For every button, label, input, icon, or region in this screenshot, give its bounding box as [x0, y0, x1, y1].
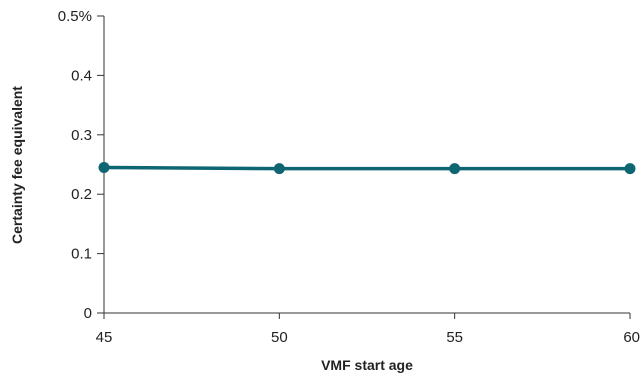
series-line: [102, 165, 632, 171]
data-point: [273, 163, 285, 175]
data-point: [449, 163, 461, 175]
x-axis-title: VMF start age: [321, 357, 413, 373]
x-axis: 45 50 55 60: [96, 312, 640, 346]
y-tick-label: 0.4: [71, 67, 92, 84]
y-tick-label: 0: [84, 305, 92, 322]
x-tick-label: 45: [96, 329, 113, 346]
data-point: [98, 161, 110, 173]
y-tick-label: 0.5%: [58, 8, 92, 25]
y-ticks: 0 0.1 0.2 0.3 0.4 0.5%: [58, 8, 104, 322]
x-tick-label: 60: [623, 329, 640, 346]
x-ticks: 45 50 55 60: [96, 313, 640, 346]
x-tick-label: 50: [271, 329, 288, 346]
series-layer: [98, 161, 636, 175]
y-tick-label: 0.3: [71, 127, 92, 144]
x-tick-label: 55: [446, 329, 463, 346]
data-point: [624, 163, 636, 175]
y-axis: 0 0.1 0.2 0.3 0.4 0.5%: [58, 8, 105, 322]
y-tick-label: 0.2: [71, 186, 92, 203]
y-axis-title: Certainty fee equivalent: [9, 86, 25, 244]
y-tick-label: 0.1: [71, 246, 92, 263]
